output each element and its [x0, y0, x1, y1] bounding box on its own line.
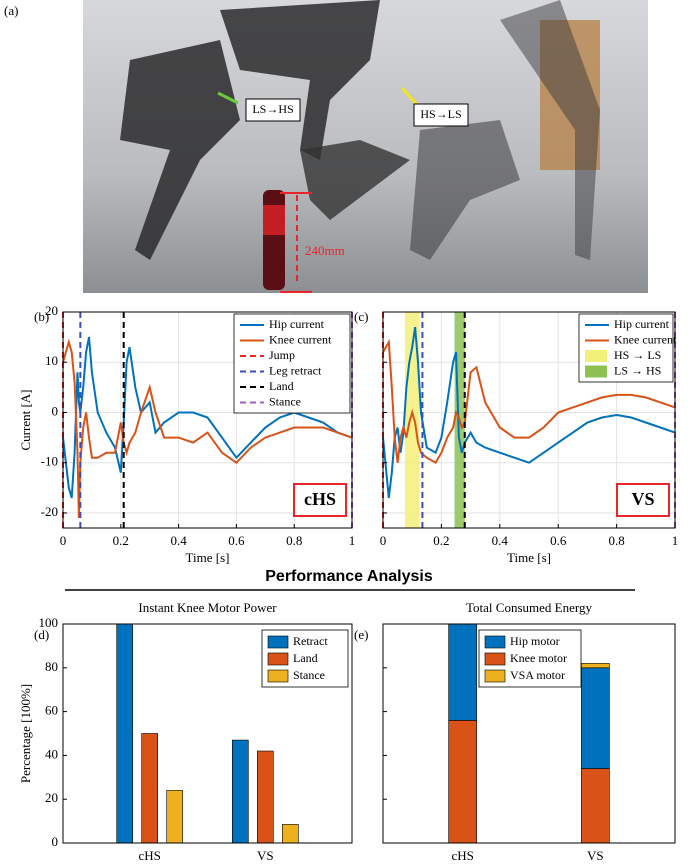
legend-swatch: [485, 653, 505, 665]
y-tick-label: -10: [41, 454, 58, 469]
legend-label: Hip current: [614, 317, 670, 331]
legend-label: Hip current: [269, 317, 325, 331]
y-tick-label: 20: [45, 790, 58, 805]
x-tick-label: VS: [257, 848, 274, 863]
bar-segment: [581, 663, 609, 667]
legend-swatch: [485, 636, 505, 648]
legend-swatch: [268, 653, 288, 665]
legend-label: LS → HS: [614, 363, 661, 377]
legend-label: Hip motor: [510, 634, 560, 648]
chart-title: Total Consumed Energy: [466, 600, 592, 615]
legend-label: Land: [293, 651, 318, 665]
x-tick-label: cHS: [139, 848, 161, 863]
legend-label: Stance: [293, 668, 325, 682]
x-axis-label: Time [s]: [186, 550, 230, 565]
photo-annotation: HS→LS: [420, 107, 461, 121]
y-axis-label: Current [A]: [18, 389, 33, 450]
figure: (a) LS→HS HS→LS 240mm Performance Analys…: [0, 0, 699, 867]
bar: [282, 824, 298, 843]
x-tick-label: 0: [380, 533, 387, 548]
legend-label: Knee motor: [510, 651, 567, 665]
panel-label: (c): [354, 309, 368, 324]
legend-label: Jump: [269, 348, 295, 362]
annotation: cHS: [304, 489, 336, 509]
bar-segment: [449, 720, 477, 843]
x-axis-label: Time [s]: [507, 550, 551, 565]
x-tick-label: 0.8: [608, 533, 624, 548]
legend-label: HS → LS: [614, 348, 661, 362]
panel-label: (b): [34, 309, 49, 324]
legend-label: Knee current: [614, 332, 677, 346]
bar: [117, 624, 133, 843]
y-tick-label: 60: [45, 703, 58, 718]
bar-segment: [581, 769, 609, 843]
x-tick-label: 1: [349, 533, 356, 548]
legend-label: Land: [269, 379, 294, 393]
x-tick-label: VS: [587, 848, 604, 863]
legend-label: Leg retract: [269, 363, 322, 377]
y-axis-label: Percentage [100%]: [18, 684, 33, 783]
x-tick-label: 0.4: [492, 533, 509, 548]
x-tick-label: 0.8: [286, 533, 302, 548]
x-tick-label: 0.4: [170, 533, 187, 548]
panel-label: (a): [4, 3, 18, 18]
y-tick-label: -20: [41, 504, 58, 519]
y-tick-label: 0: [52, 834, 59, 849]
annotation: VS: [631, 489, 654, 509]
legend-swatch: [268, 636, 288, 648]
legend-label: Knee current: [269, 332, 332, 346]
legend-swatch: [585, 366, 607, 378]
legend-swatch: [268, 670, 288, 682]
x-tick-label: 0.6: [228, 533, 245, 548]
legend-label: VSA motor: [510, 668, 565, 682]
legend-label: Retract: [293, 634, 328, 648]
panel-label: (d): [34, 627, 49, 642]
y-tick-label: 0: [52, 403, 59, 418]
bar: [167, 790, 183, 843]
x-tick-label: 0.2: [433, 533, 449, 548]
x-tick-label: 0: [60, 533, 67, 548]
bar: [257, 751, 273, 843]
panel-label: (e): [354, 627, 368, 642]
y-tick-label: 10: [45, 353, 58, 368]
section-title: Performance Analysis: [265, 568, 433, 585]
legend-swatch: [485, 670, 505, 682]
bar-segment: [449, 624, 477, 720]
legend-label: Stance: [269, 394, 301, 408]
y-tick-label: 40: [45, 746, 58, 761]
legend-swatch: [585, 350, 607, 362]
x-tick-label: 1: [672, 533, 679, 548]
x-tick-label: cHS: [451, 848, 473, 863]
height-label: 240mm: [305, 243, 345, 258]
x-tick-label: 0.6: [550, 533, 567, 548]
x-tick-label: 0.2: [113, 533, 129, 548]
photo-annotation: LS→HS: [252, 102, 293, 116]
bar-segment: [581, 668, 609, 769]
photo: [83, 0, 648, 293]
bar: [232, 740, 248, 843]
chart-title: Instant Knee Motor Power: [138, 600, 277, 615]
y-tick-label: 80: [45, 659, 58, 674]
bar: [142, 734, 158, 844]
